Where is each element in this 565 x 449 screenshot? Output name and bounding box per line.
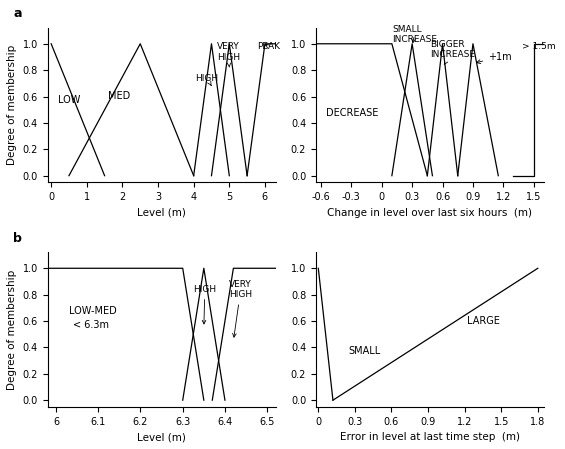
Text: LARGE: LARGE [467,316,500,326]
Text: HIGH: HIGH [193,285,216,324]
Text: SMALL
INCREASE: SMALL INCREASE [392,25,437,44]
Text: MED: MED [108,91,131,101]
Text: VERY
HIGH: VERY HIGH [229,280,253,337]
Text: > 1.5m: > 1.5m [521,42,555,51]
X-axis label: Level (m): Level (m) [137,432,186,442]
X-axis label: Error in level at last time step  (m): Error in level at last time step (m) [340,432,520,442]
Y-axis label: Degree of membership: Degree of membership [7,45,17,165]
Text: PEAK: PEAK [257,42,280,51]
Text: LOW-MED: LOW-MED [69,306,116,317]
Text: BIGGER
INCREASE: BIGGER INCREASE [431,40,475,65]
Text: VERY
HIGH: VERY HIGH [217,42,240,67]
Text: +1m: +1m [476,52,512,64]
Text: DECREASE: DECREASE [326,108,379,119]
Text: a: a [14,7,22,20]
Text: SMALL: SMALL [349,346,381,356]
Y-axis label: Degree of membership: Degree of membership [7,269,17,390]
Text: HIGH: HIGH [195,74,219,86]
Text: < 6.3m: < 6.3m [73,320,109,330]
X-axis label: Change in level over last six hours  (m): Change in level over last six hours (m) [327,207,532,218]
Text: LOW: LOW [58,95,81,105]
Text: b: b [14,232,22,245]
X-axis label: Level (m): Level (m) [137,207,186,218]
